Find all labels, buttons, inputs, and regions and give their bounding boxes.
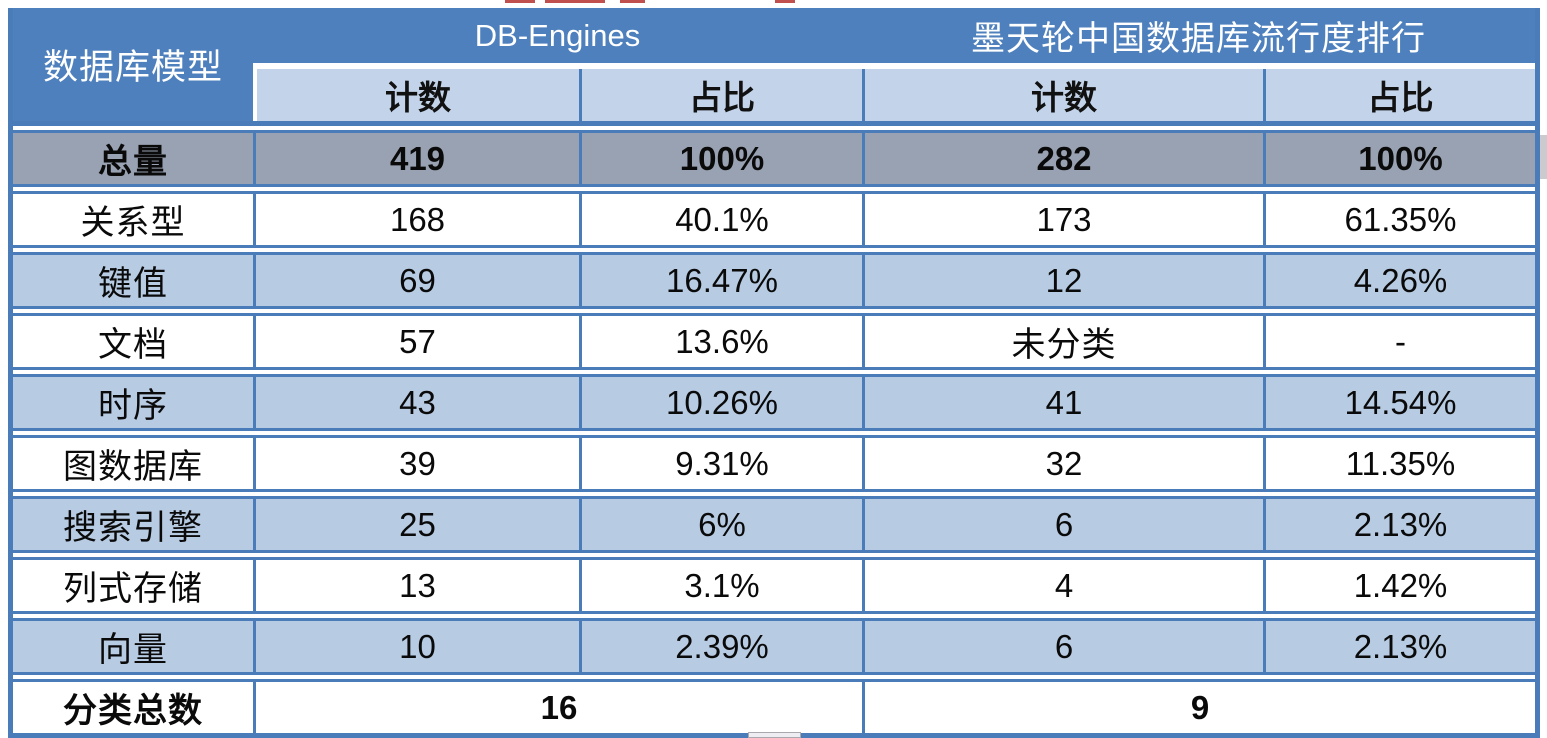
table-row-vector: 向量 10 2.39% 6 2.13%	[13, 618, 1535, 675]
table-row-relational: 关系型 168 40.1% 173 61.35%	[13, 191, 1535, 248]
table-row-search-engine: 搜索引擎 25 6% 6 2.13%	[13, 496, 1535, 553]
header-divider-gap	[253, 63, 1535, 69]
category-total-row: 分类总数 16 9	[13, 679, 1535, 733]
percent-cell: 100%	[1263, 133, 1535, 184]
category-count-dbengines: 16	[253, 682, 862, 733]
percent-cell: 14.54%	[1263, 377, 1535, 428]
percent-cell: 10.26%	[579, 377, 862, 428]
cropped-text-artifact	[505, 0, 535, 3]
table-row-columnar: 列式存储 13 3.1% 4 1.42%	[13, 557, 1535, 614]
row-label-cell: 键值	[98, 266, 168, 303]
count-cell: 6	[862, 621, 1263, 672]
table-header: 数据库模型 DB-Engines 墨天轮中国数据库流行度排行 计数 占比 计数 …	[13, 8, 1535, 126]
count-cell: 25	[253, 499, 579, 550]
percent-cell: 100%	[579, 133, 862, 184]
row-label-cell: 文档	[98, 327, 168, 364]
percent-cell: 9.31%	[579, 438, 862, 489]
database-model-comparison-table: 数据库模型 DB-Engines 墨天轮中国数据库流行度排行 计数 占比 计数 …	[8, 8, 1540, 738]
cropped-text-artifact	[545, 0, 605, 3]
count-cell: 69	[253, 255, 579, 306]
row-label-cell: 时序	[98, 388, 168, 425]
category-count-modb: 9	[862, 682, 1535, 733]
percent-cell: 4.26%	[1263, 255, 1535, 306]
count-cell: 12	[862, 255, 1263, 306]
row-label-cell: 总量	[98, 144, 168, 181]
header-right-section: DB-Engines 墨天轮中国数据库流行度排行 计数 占比 计数 占比	[253, 8, 1535, 121]
table-row-document: 文档 57 13.6% 未分类 -	[13, 313, 1535, 370]
percent-cell: 40.1%	[579, 194, 862, 245]
group-header-modb-ranking: 墨天轮中国数据库流行度排行	[971, 21, 1426, 58]
corner-header-cell: 数据库模型	[13, 8, 253, 121]
percent-cell: 1.42%	[1263, 560, 1535, 611]
percent-cell: 2.39%	[579, 621, 862, 672]
row-label-cell: 向量	[98, 632, 168, 669]
group-header-db-engines: DB-Engines	[474, 17, 641, 53]
table-row-key-value: 键值 69 16.47% 12 4.26%	[13, 252, 1535, 309]
percent-cell: 2.13%	[1263, 621, 1535, 672]
cropped-text-artifact	[620, 0, 645, 3]
row-label-cell: 列式存储	[63, 571, 203, 608]
percent-cell: 16.47%	[579, 255, 862, 306]
count-cell: 10	[253, 621, 579, 672]
count-cell: 168	[253, 194, 579, 245]
count-cell: 32	[862, 438, 1263, 489]
count-cell: 41	[862, 377, 1263, 428]
horizontal-scrollbar-thumb[interactable]	[748, 732, 801, 738]
subheader-percent-modb: 占比	[1263, 69, 1535, 121]
row-label-cell: 图数据库	[63, 449, 203, 486]
total-row: 总量 419 100% 282 100%	[13, 130, 1535, 187]
count-cell: 39	[253, 438, 579, 489]
percent-cell: 3.1%	[579, 560, 862, 611]
count-cell: 13	[253, 560, 579, 611]
count-cell: 173	[862, 194, 1263, 245]
subheader-percent-dbengines: 占比	[579, 69, 862, 121]
count-cell: 43	[253, 377, 579, 428]
count-cell: 282	[862, 133, 1263, 184]
subheader-row: 计数 占比 计数 占比	[257, 69, 1535, 121]
percent-cell: 11.35%	[1263, 438, 1535, 489]
vertical-scrollbar-thumb[interactable]	[1540, 135, 1547, 179]
row-label-cell: 搜索引擎	[63, 510, 203, 547]
table-row-time-series: 时序 43 10.26% 41 14.54%	[13, 374, 1535, 431]
percent-cell: 61.35%	[1263, 194, 1535, 245]
percent-cell: -	[1263, 316, 1535, 367]
cropped-text-artifact	[775, 0, 795, 3]
percent-cell: 6%	[579, 499, 862, 550]
column-group-band: DB-Engines 墨天轮中国数据库流行度排行	[253, 8, 1535, 63]
count-cell: 419	[253, 133, 579, 184]
count-cell: 未分类	[862, 316, 1263, 367]
subheader-count-modb: 计数	[862, 69, 1263, 121]
row-label-cell: 关系型	[80, 205, 186, 242]
count-cell: 6	[862, 499, 1263, 550]
percent-cell: 2.13%	[1263, 499, 1535, 550]
count-cell: 4	[862, 560, 1263, 611]
percent-cell: 13.6%	[579, 316, 862, 367]
table-row-graph: 图数据库 39 9.31% 32 11.35%	[13, 435, 1535, 492]
row-label-cell: 分类总数	[63, 693, 203, 730]
subheader-count-dbengines: 计数	[385, 81, 451, 117]
count-cell: 57	[253, 316, 579, 367]
